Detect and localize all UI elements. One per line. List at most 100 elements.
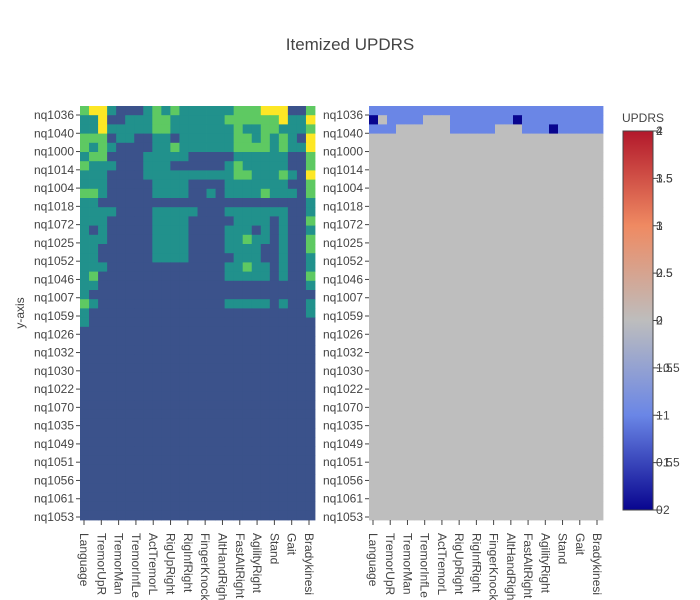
heatmap-cell: [125, 179, 135, 190]
heatmap-cell: [441, 437, 451, 447]
heatmap-cell: [369, 152, 379, 162]
heatmap-cell: [549, 336, 559, 346]
heatmap-cell: [89, 207, 99, 217]
heatmap-cell: [477, 115, 487, 125]
heatmap-cell: [233, 474, 244, 484]
heatmap-cell: [143, 198, 153, 208]
heatmap-cell: [197, 474, 207, 484]
heatmap-cell: [585, 271, 595, 282]
heatmap-cell: [143, 179, 153, 190]
heatmap-cell: [233, 382, 244, 392]
heatmap-cell: [594, 188, 604, 199]
heatmap-cell: [206, 216, 216, 226]
heatmap-cell: [477, 225, 487, 236]
heatmap-cell: [477, 106, 487, 116]
x-tick-label: TremorMan: [112, 533, 126, 595]
heatmap-cell: [305, 336, 316, 346]
heatmap-cell: [89, 179, 99, 190]
heatmap-cell: [134, 179, 144, 190]
heatmap-cell: [188, 464, 198, 475]
heatmap-cell: [378, 354, 388, 364]
heatmap-cell: [134, 142, 144, 153]
heatmap-cell: [387, 188, 397, 199]
heatmap-cell: [396, 262, 406, 272]
heatmap-cell: [504, 188, 514, 199]
heatmap-cell: [459, 372, 469, 383]
heatmap-cell: [378, 198, 388, 208]
heatmap-cell: [89, 455, 99, 466]
heatmap-cell: [260, 326, 271, 337]
heatmap-cell: [369, 336, 379, 346]
heatmap-cell: [233, 253, 244, 263]
heatmap-cell: [305, 244, 316, 254]
heatmap-cell: [558, 115, 568, 125]
heatmap-cell: [116, 391, 126, 401]
heatmap-cell: [251, 290, 262, 300]
heatmap-cell: [513, 428, 523, 438]
heatmap-cell: [495, 106, 505, 116]
heatmap-cell: [215, 336, 226, 346]
heatmap-cell: [540, 170, 550, 180]
heatmap-cell: [576, 354, 586, 364]
heatmap-cell: [215, 179, 226, 190]
heatmap-cell: [531, 115, 541, 125]
heatmap-cell: [513, 354, 523, 364]
y-tick-label: nq1018: [323, 199, 363, 213]
heatmap-cell: [468, 308, 478, 318]
heatmap-cell: [242, 198, 253, 208]
heatmap-cell: [251, 492, 262, 502]
heatmap-cell: [531, 142, 541, 153]
heatmap-cell: [80, 170, 90, 180]
heatmap-cell: [567, 391, 577, 401]
heatmap-cell: [477, 455, 487, 466]
heatmap-cell: [305, 253, 316, 263]
chart-title: Itemized UPDRS: [286, 35, 414, 54]
heatmap-cell: [459, 133, 469, 144]
heatmap-cell: [188, 161, 198, 171]
heatmap-cell: [188, 474, 198, 484]
heatmap-cell: [396, 391, 406, 401]
x-tick-label: Gait: [573, 533, 587, 556]
heatmap-cell: [405, 179, 415, 190]
heatmap-cell: [405, 326, 415, 337]
heatmap-cell: [206, 198, 216, 208]
heatmap-cell: [233, 510, 244, 521]
heatmap-cell: [369, 464, 379, 475]
heatmap-cell: [98, 455, 108, 466]
heatmap-cell: [558, 409, 568, 420]
y-axis-label: y-axis: [13, 297, 27, 328]
heatmap-cell: [80, 474, 90, 484]
heatmap-cell: [369, 133, 379, 144]
heatmap-cell: [269, 483, 280, 493]
heatmap-cell: [567, 455, 577, 466]
heatmap-cell: [495, 474, 505, 484]
heatmap-cell: [414, 474, 424, 484]
heatmap-cell: [567, 345, 577, 355]
heatmap-cell: [98, 464, 108, 475]
heatmap-cell: [576, 271, 586, 282]
heatmap-cell: [188, 428, 198, 438]
heatmap-cell: [387, 225, 397, 236]
x-tick-label: Stand: [267, 533, 281, 564]
heatmap-cell: [423, 290, 433, 300]
heatmap-cell: [459, 299, 469, 309]
y-tick-label: nq1052: [34, 254, 74, 268]
heatmap-cell: [125, 317, 135, 328]
heatmap-cell: [152, 216, 162, 226]
heatmap-cell: [278, 326, 289, 337]
heatmap-cell: [98, 152, 108, 162]
colorbar-tick-label: 0: [656, 314, 663, 328]
heatmap-cell: [477, 133, 487, 144]
heatmap-cell: [278, 400, 289, 410]
heatmap-cell: [305, 290, 316, 300]
heatmap-cell: [278, 271, 289, 282]
heatmap-cell: [576, 492, 586, 502]
heatmap-cell: [107, 446, 117, 456]
heatmap-cell: [98, 280, 108, 291]
heatmap-cell: [567, 317, 577, 328]
heatmap-cell: [477, 354, 487, 364]
colorbar-tick-label: 1: [656, 219, 663, 233]
x-tick-label: TremorUpR: [94, 533, 108, 596]
heatmap-cell: [495, 326, 505, 337]
heatmap-cell: [504, 308, 514, 318]
